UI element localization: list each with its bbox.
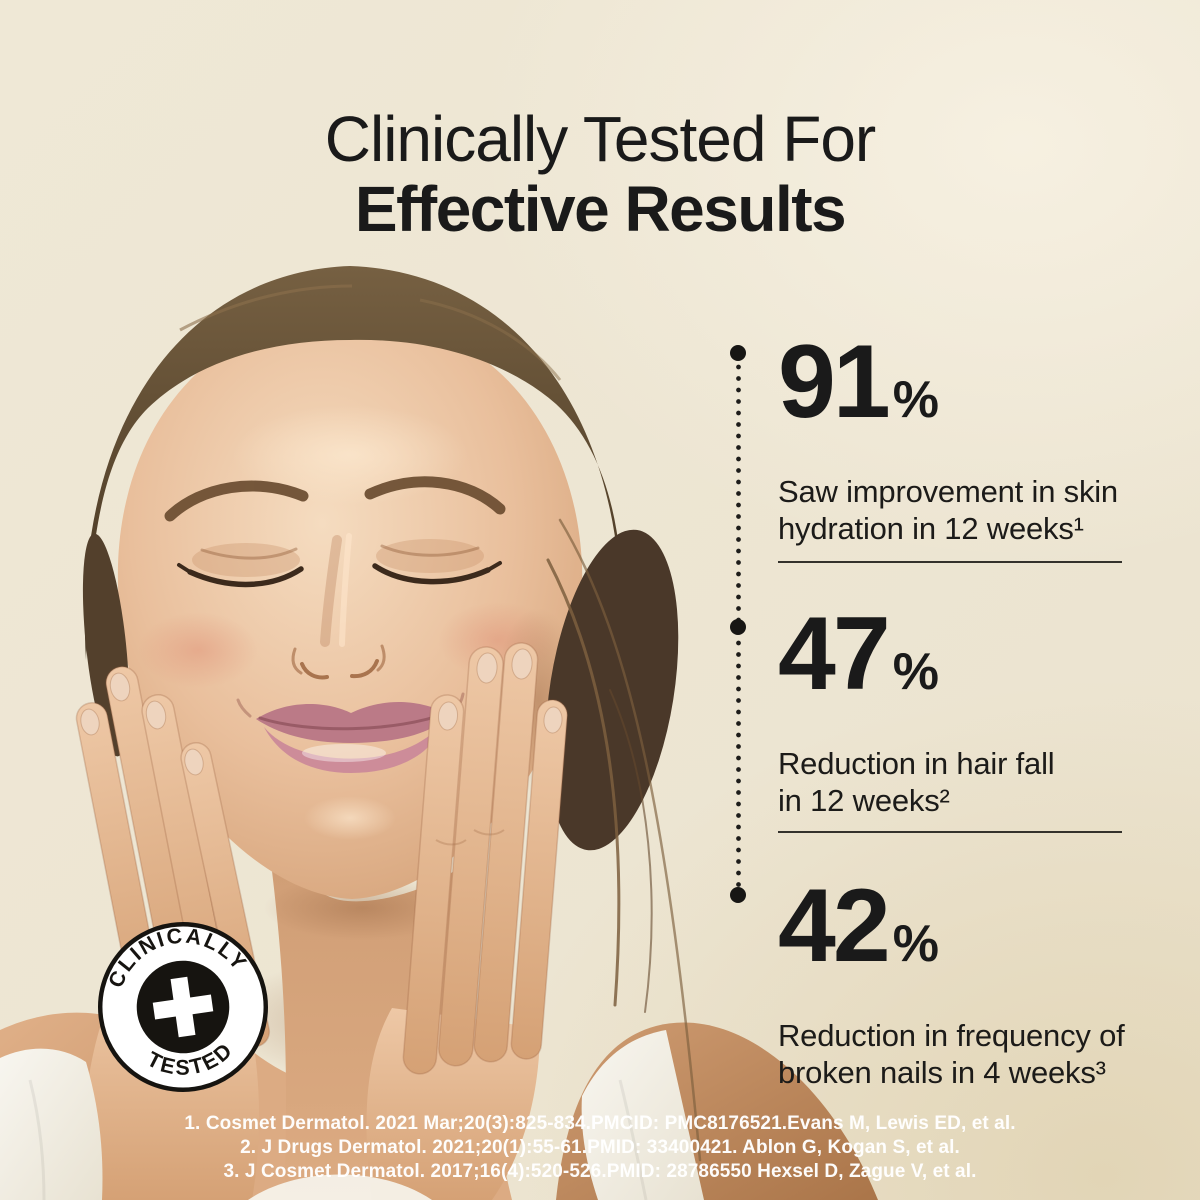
stat-divider-1 [778,561,1122,563]
stat-value-3: 42% [778,874,1178,1007]
bullet-dot-2 [730,619,746,635]
citation-line-3: 3. J Cosmet Dermatol. 2017;16(4):520-526… [223,1161,977,1182]
left-eye-crease [200,547,298,560]
plus-icon [152,976,214,1038]
clinically-tested-badge: CLINICALLY TESTED [97,918,268,1092]
stat-desc-line: Reduction in hair fall [778,746,1055,781]
hair-wisps [546,518,702,1162]
stat-desc-line: in 12 weeks² [778,783,950,818]
lower-lip [264,722,443,773]
stat-number: 91 [778,324,891,440]
chin-highlight [304,796,396,840]
lip-gloss-highlight [302,744,386,762]
right-eyebrow [364,476,506,515]
title-line-2: Effective Results [354,173,847,245]
stat-divider-2 [778,831,1122,833]
closed-eyes [177,539,502,588]
upper-lip [256,702,449,743]
left-eyebrow [164,480,309,522]
citations: 1. Cosmet Dermatol. 2021 Mar;20(3):825-8… [0,1112,1200,1184]
right-nostril [350,659,379,679]
left-eye-lashes [187,566,304,588]
stat-description-1: Saw improvement in skin hydration in 12 … [778,473,1178,547]
stat-value-2: 47% [778,602,1178,735]
title-line-1: Clinically Tested For [324,103,876,175]
center-top-edge [248,1174,432,1200]
stat-number: 47 [778,596,891,712]
percent-sign: % [892,643,939,701]
eyebrows [164,476,506,522]
cheek-blush-left [138,612,258,688]
stat-description-3: Reduction in frequency of broken nails i… [778,1017,1178,1091]
bullet-dot-3 [730,887,746,903]
finger [473,642,539,1063]
fingernails [437,648,563,734]
nose [291,533,386,680]
stat-block-3: 42% Reduction in frequency of broken nai… [778,874,1178,1091]
white-tank-top [0,1030,704,1200]
citation-line-2: 2. J Drugs Dermatol. 2021;20(1):55-61.PM… [240,1137,960,1158]
right-eye-crease [380,544,480,557]
page-title: Clinically Tested For Effective Results [0,104,1200,244]
stat-desc-line: Saw improvement in skin [778,474,1118,509]
bullet-dot-1 [730,345,746,361]
right-eye-lashes [372,563,491,585]
under-chin-shadow [264,876,460,940]
percent-sign: % [892,915,939,973]
stat-desc-line: Reduction in frequency of [778,1018,1125,1053]
stat-block-1: 91% Saw improvement in skin hydration in… [778,330,1178,547]
percent-sign: % [892,371,939,429]
stat-desc-line: broken nails in 4 weeks³ [778,1055,1106,1090]
right-hand [366,642,568,1200]
left-nostril [300,662,329,680]
finger [510,699,568,1060]
finger [402,694,465,1075]
stat-desc-line: hydration in 12 weeks¹ [778,511,1084,546]
finger [438,646,504,1067]
stat-value-1: 91% [778,330,1178,463]
left-strap [0,1048,103,1200]
right-strap [581,1030,704,1200]
citation-line-1: 1. Cosmet Dermatol. 2021 Mar;20(3):825-8… [184,1113,1016,1134]
fingernails [80,672,204,776]
stat-number: 42 [778,868,891,984]
stat-description-2: Reduction in hair fall in 12 weeks² [778,745,1178,819]
lips [236,692,465,773]
stat-block-2: 47% Reduction in hair fall in 12 weeks² [778,602,1178,819]
lip-line [258,711,449,731]
